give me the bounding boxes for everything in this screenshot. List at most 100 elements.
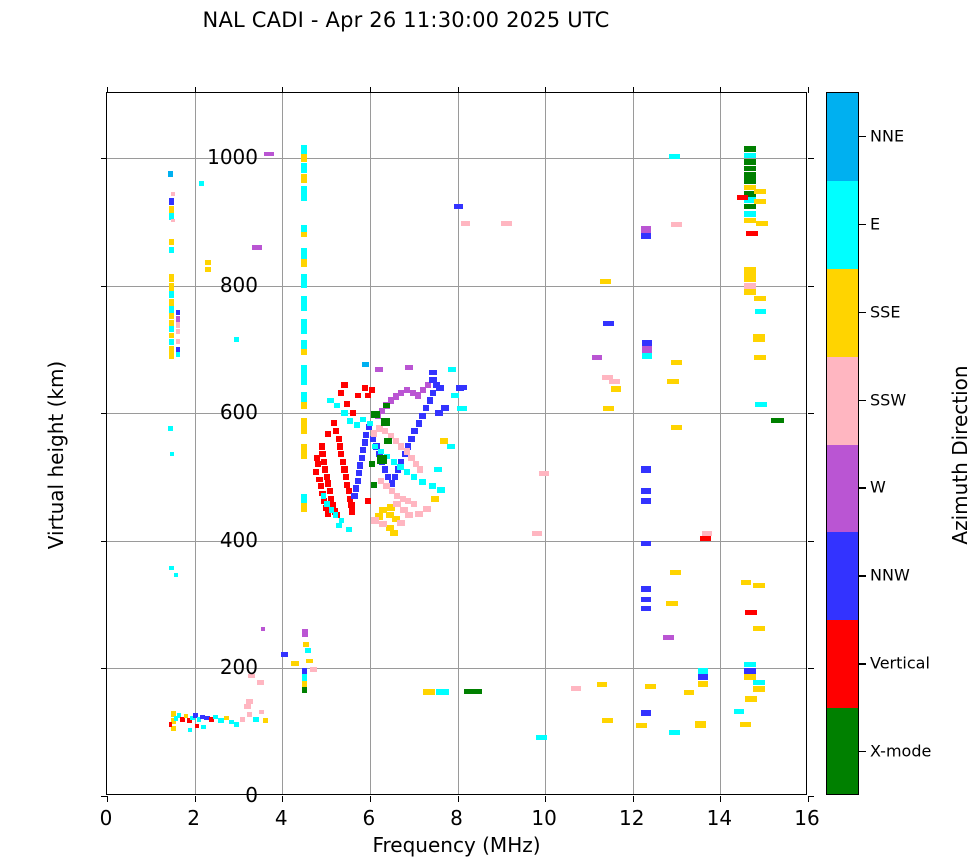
- y-tick: [101, 158, 107, 160]
- x-tick-label: 6: [362, 806, 376, 830]
- echo-pixel: [744, 184, 756, 191]
- colorbar-label: W: [870, 477, 886, 497]
- echo-pixel: [610, 386, 622, 392]
- echo-pixel: [754, 188, 766, 194]
- echo-pixel: [174, 573, 179, 578]
- echo-pixel: [393, 438, 400, 445]
- echo-pixel: [411, 427, 418, 435]
- x-axis-title: Frequency (MHz): [372, 833, 541, 857]
- echo-pixel: [301, 339, 307, 352]
- echo-pixel: [370, 435, 377, 442]
- echo-pixel: [501, 220, 512, 226]
- echo-pixel: [350, 410, 357, 417]
- echo-pixel: [168, 291, 175, 298]
- y-tick-right: [808, 796, 814, 797]
- echo-pixel: [168, 213, 175, 221]
- echo-pixel: [538, 470, 550, 476]
- echo-pixel: [384, 453, 391, 460]
- echo-pixel: [301, 318, 307, 335]
- echo-pixel: [744, 178, 756, 184]
- echo-pixel: [368, 387, 376, 394]
- gridline-vertical: [282, 93, 284, 794]
- echo-pixel: [754, 295, 766, 301]
- echo-pixel: [352, 485, 359, 492]
- colorbar-tick: [859, 135, 866, 138]
- echo-pixel: [168, 274, 175, 282]
- echo-pixel: [754, 308, 767, 314]
- echo-pixel: [756, 220, 768, 226]
- colorbar-segment: [827, 268, 858, 358]
- echo-pixel: [370, 410, 380, 419]
- colorbar-tick: [859, 575, 866, 577]
- echo-pixel: [188, 727, 193, 732]
- echo-pixel: [640, 226, 652, 234]
- y-tick-label: 0: [245, 783, 258, 807]
- x-tick: [808, 796, 809, 802]
- echo-pixel: [744, 267, 756, 274]
- echo-pixel: [315, 461, 322, 468]
- echo-pixel: [744, 203, 756, 210]
- echo-pixel: [223, 715, 229, 721]
- colorbar-segment: [827, 708, 858, 794]
- echo-pixel: [397, 519, 406, 527]
- echo-pixel: [602, 374, 613, 381]
- echo-pixel: [354, 392, 361, 399]
- echo-pixel: [301, 443, 307, 460]
- echo-pixel: [744, 211, 756, 218]
- echo-pixel: [364, 498, 371, 505]
- gridline-horizontal: [107, 158, 806, 160]
- echo-pixel: [344, 400, 351, 407]
- y-tick: [101, 668, 107, 670]
- echo-pixel: [429, 377, 438, 383]
- echo-pixel: [393, 492, 401, 500]
- echo-pixel: [345, 487, 352, 495]
- colorbar-tick: [859, 751, 866, 753]
- echo-pixel: [301, 273, 307, 288]
- echo-pixel: [168, 338, 175, 345]
- x-tick-top: [632, 87, 634, 93]
- echo-pixel: [201, 725, 206, 729]
- echo-pixel: [410, 474, 417, 480]
- echo-pixel: [342, 473, 349, 481]
- colorbar-label: E: [870, 214, 881, 234]
- echo-pixel: [744, 674, 756, 681]
- echo-pixel: [417, 466, 424, 473]
- echo-pixel: [320, 498, 327, 505]
- echo-pixel: [600, 279, 611, 285]
- echo-pixel: [374, 367, 383, 373]
- echo-pixel: [390, 529, 398, 537]
- echo-pixel: [301, 365, 307, 385]
- echo-pixel: [341, 466, 348, 473]
- echo-pixel: [446, 443, 455, 450]
- echo-pixel: [435, 689, 449, 695]
- echo-pixel: [323, 473, 330, 481]
- echo-pixel: [683, 690, 695, 696]
- colorbar-segment: [827, 180, 858, 270]
- echo-pixel: [168, 306, 175, 314]
- echo-pixel: [388, 480, 395, 487]
- echo-pixel: [640, 710, 652, 716]
- echo-pixel: [531, 530, 543, 536]
- echo-pixel: [301, 232, 307, 238]
- echo-pixel: [392, 473, 399, 481]
- echo-pixel: [753, 354, 766, 360]
- echo-pixel: [336, 435, 343, 442]
- gridline-horizontal: [107, 668, 806, 670]
- echo-pixel: [253, 717, 259, 722]
- echo-pixel: [430, 389, 437, 396]
- echo-pixel: [668, 154, 681, 160]
- gridlines: [107, 93, 806, 794]
- echo-pixel: [168, 239, 175, 246]
- echo-pixel: [670, 359, 683, 365]
- y-tick-label: 600: [219, 400, 258, 425]
- echo-pixel: [408, 435, 415, 442]
- x-tick: [632, 796, 634, 802]
- echo-pixel: [327, 397, 334, 404]
- echo-pixel: [697, 680, 709, 687]
- echo-pixel: [243, 704, 251, 709]
- echo-pixel: [415, 392, 422, 399]
- chart-title: NAL CADI - Apr 26 11:30:00 2025 UTC: [202, 8, 610, 32]
- echo-pixel: [387, 433, 394, 440]
- echo-pixel: [744, 661, 756, 668]
